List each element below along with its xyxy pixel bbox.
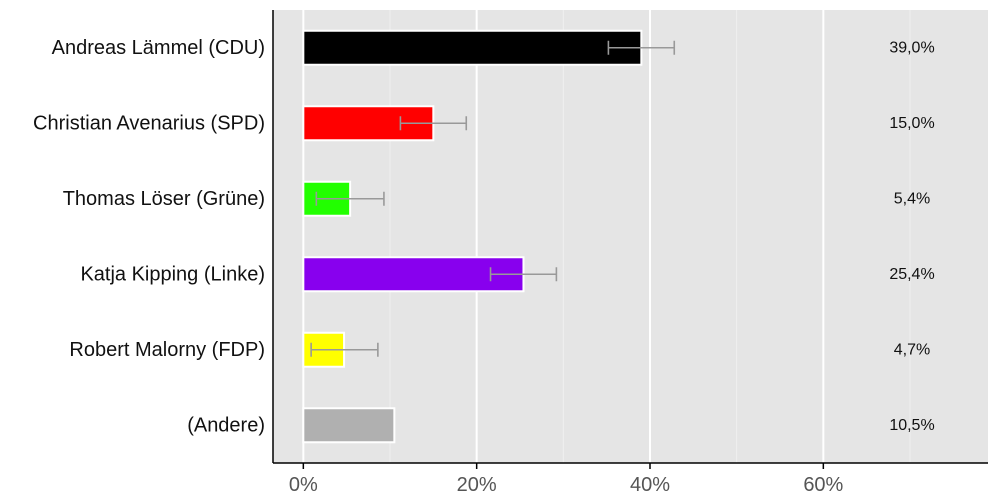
bar <box>302 407 396 444</box>
grid-lines <box>302 10 911 463</box>
x-ticks: 0% 20% 40% 60% <box>289 463 844 496</box>
category-labels: Andreas Lämmel (CDU) Christian Avenarius … <box>33 37 265 437</box>
value-label: 4,7% <box>894 341 930 358</box>
x-tick-label: 40% <box>630 474 670 496</box>
value-label: 10,5% <box>889 417 934 434</box>
x-tick-label: 60% <box>803 474 843 496</box>
x-tick-label: 20% <box>457 474 497 496</box>
value-label: 15,0% <box>889 115 934 132</box>
error-bar <box>489 267 558 282</box>
error-bar <box>310 342 379 357</box>
category-label: Thomas Löser (Grüne) <box>63 188 265 210</box>
value-label: 5,4% <box>894 190 930 207</box>
category-label: Robert Malorny (FDP) <box>69 339 265 361</box>
value-label: 25,4% <box>889 266 934 283</box>
bars <box>302 29 643 444</box>
error-bar <box>315 191 385 206</box>
bar <box>302 29 643 66</box>
category-label: Christian Avenarius (SPD) <box>33 112 265 134</box>
error-bar <box>399 116 468 131</box>
plot-background <box>273 10 988 463</box>
error-bars <box>310 40 676 357</box>
value-labels: 39,0% 15,0% 5,4% 25,4% 4,7% 10,5% <box>889 39 934 434</box>
error-bar <box>607 40 676 55</box>
category-label: (Andere) <box>187 414 265 436</box>
category-label: Andreas Lämmel (CDU) <box>52 37 265 59</box>
value-label: 39,0% <box>889 39 934 56</box>
category-label: Katja Kipping (Linke) <box>80 263 265 285</box>
x-tick-label: 0% <box>289 474 318 496</box>
